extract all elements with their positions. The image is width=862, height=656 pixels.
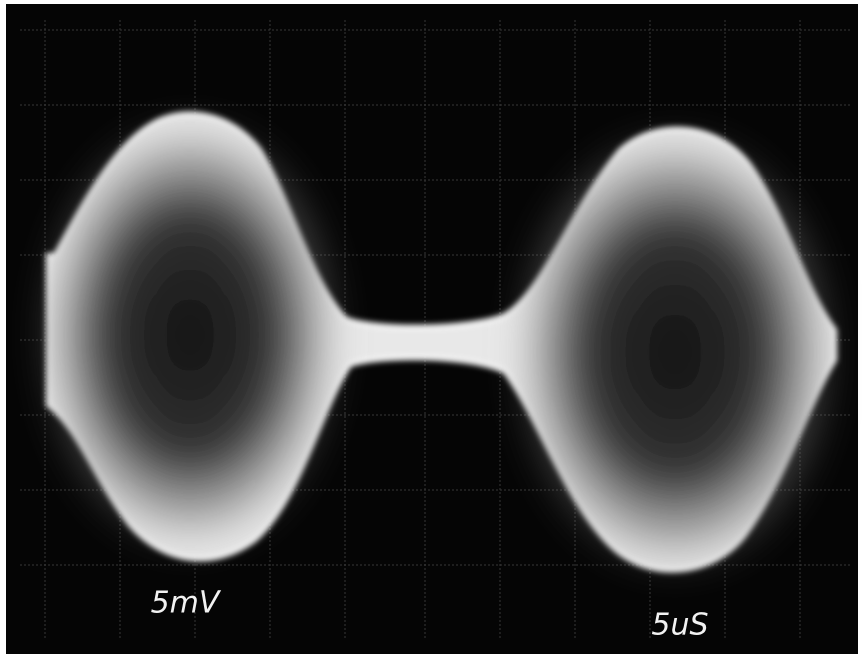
vertical-scale-label: 5mV xyxy=(151,586,222,621)
left-lobe-shade xyxy=(40,120,340,550)
time-scale-label: 5uS xyxy=(651,608,708,643)
right-lobe-shade xyxy=(515,132,835,572)
